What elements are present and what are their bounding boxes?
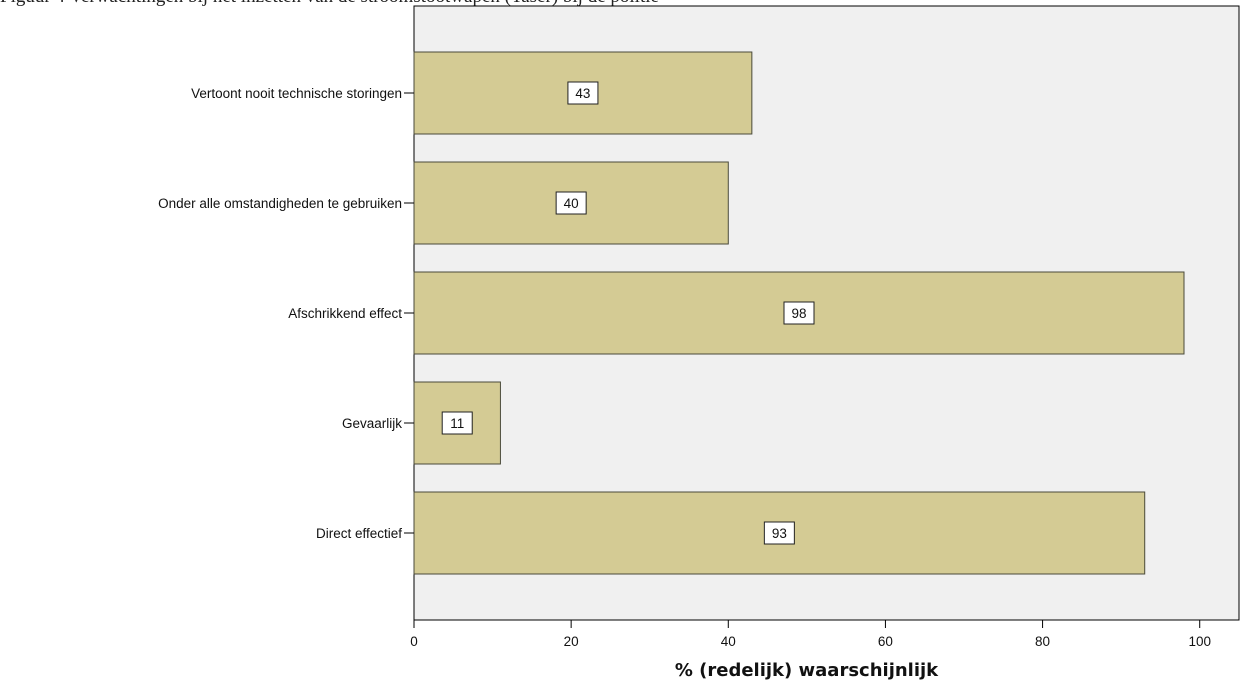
caption-area: Figuur 4 Verwachtingen bij het inzetten …: [0, 0, 1242, 8]
data-label: 40: [564, 196, 579, 211]
category-label: Afschrikkend effect: [288, 306, 402, 321]
category-label: Onder alle omstandigheden te gebruiken: [158, 196, 402, 211]
data-label-box: [783, 301, 815, 325]
data-label-box: [441, 411, 473, 435]
data-label-box: [763, 521, 795, 545]
x-tick-label: 0: [410, 634, 418, 649]
x-tick-label: 40: [721, 634, 736, 649]
x-tick-label: 60: [878, 634, 893, 649]
category-label: Gevaarlijk: [342, 416, 402, 431]
data-label: 98: [791, 306, 806, 321]
data-label: 43: [575, 86, 590, 101]
data-label-box: [567, 81, 599, 105]
x-axis-title: % (redelijk) waarschijnlijk: [675, 660, 939, 681]
data-label: 93: [772, 526, 787, 541]
data-label-box: [555, 191, 587, 215]
category-label: Direct effectief: [316, 526, 402, 541]
data-label: 11: [450, 416, 464, 431]
x-tick-label: 20: [564, 634, 579, 649]
figure-caption: Figuur 4 Verwachtingen bij het inzetten …: [0, 0, 659, 8]
x-tick-label: 100: [1188, 634, 1211, 649]
category-label: Vertoont nooit technische storingen: [191, 86, 402, 101]
x-tick-label: 80: [1035, 634, 1050, 649]
